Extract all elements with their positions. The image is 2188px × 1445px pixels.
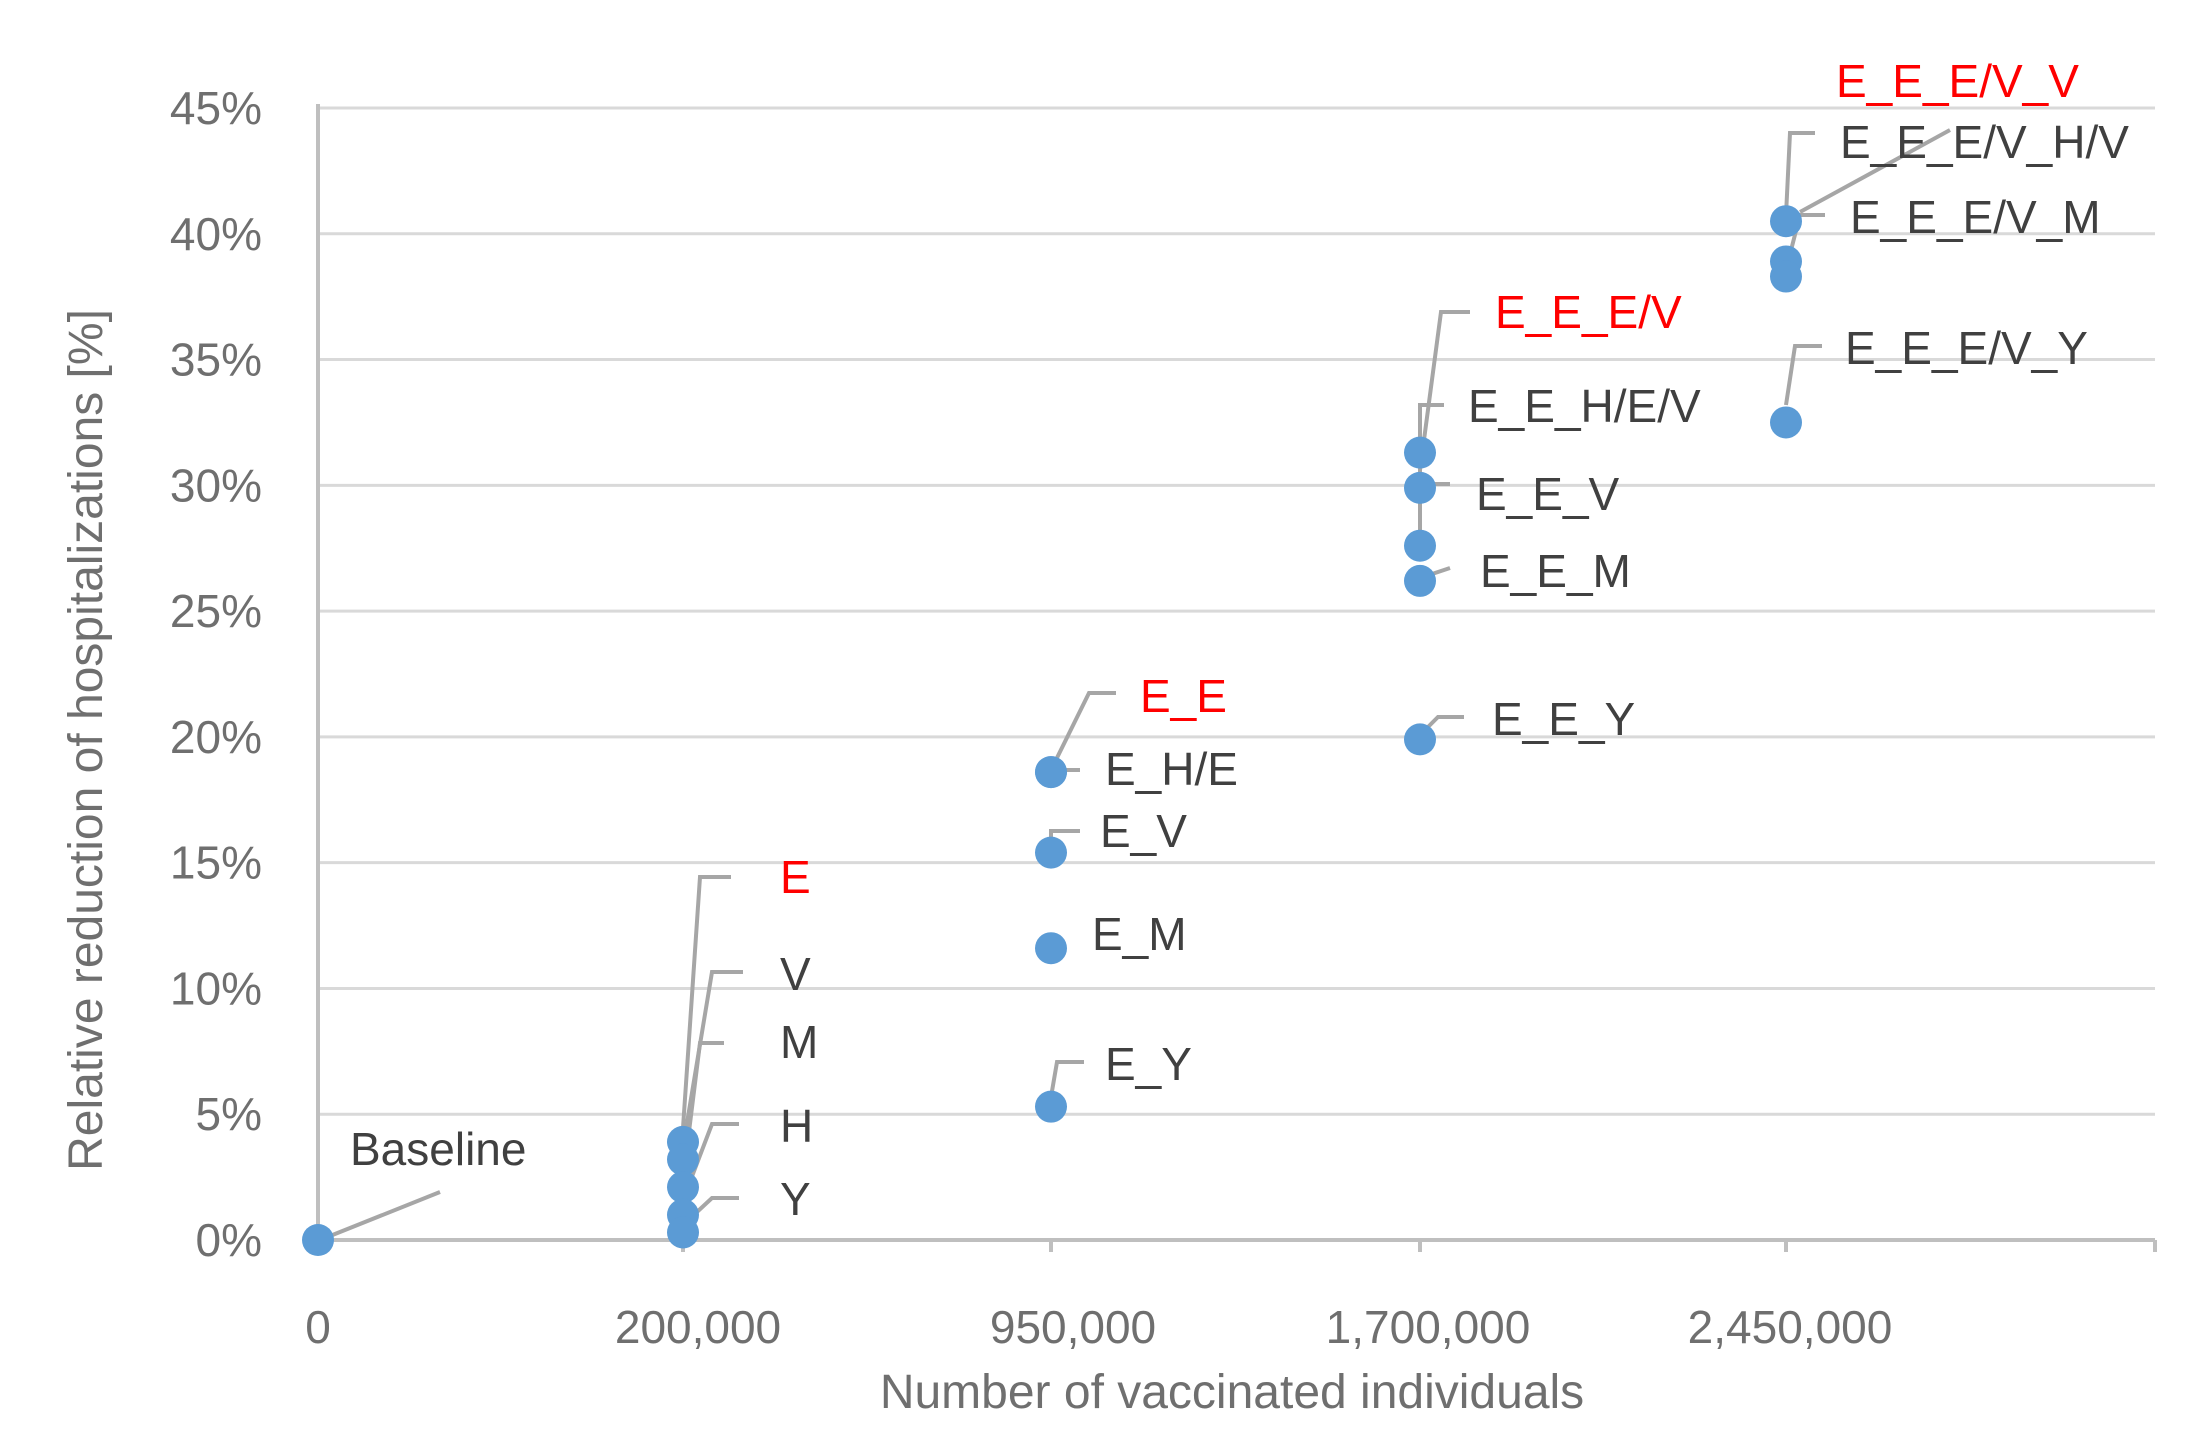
leader-line	[1418, 310, 1470, 471]
leader-line	[1049, 691, 1116, 771]
y-axis-title: Relative reduction of hospitalizations […	[60, 309, 113, 1171]
data-label: E_E_H/E/V	[1468, 380, 1701, 432]
data-point	[1404, 723, 1436, 756]
data-point	[667, 1171, 699, 1204]
y-tick-label: 15%	[170, 837, 262, 889]
data-label: M	[780, 1016, 818, 1068]
y-tick-label: 30%	[170, 459, 262, 511]
y-tick-label: 0%	[196, 1214, 262, 1266]
data-point	[1404, 529, 1436, 562]
x-tick-label: 200,000	[615, 1301, 781, 1353]
y-tick-label: 10%	[170, 962, 262, 1014]
data-label: E_V	[1100, 805, 1187, 857]
data-label: H	[780, 1100, 813, 1152]
axis-layer: 0% 5% 10% 15% 20% 25% 30% 35% 40% 45% 0 200,000 950,…	[170, 82, 2157, 1353]
data-label: Y	[780, 1173, 811, 1225]
y-tick-label: 40%	[170, 208, 262, 260]
data-point	[1035, 836, 1067, 869]
leader-line	[1049, 1060, 1084, 1098]
y-tick-label: 35%	[170, 334, 262, 386]
leader-line	[319, 1190, 441, 1242]
data-label: E_E_E/V_H/V	[1840, 116, 2129, 168]
x-tick-label: 0	[305, 1301, 331, 1353]
data-point	[1404, 436, 1436, 469]
y-tick-label: 25%	[170, 585, 262, 637]
data-label: E_E_E/V_V	[1836, 55, 2079, 107]
point-layer	[302, 205, 1802, 1256]
data-label: V	[780, 948, 811, 1000]
data-label: E_Y	[1105, 1038, 1192, 1090]
y-tick-label: 20%	[170, 711, 262, 763]
leader-line	[1784, 131, 1815, 216]
y-tick-label: 45%	[170, 82, 262, 134]
data-point	[302, 1224, 334, 1256]
data-label: E_E_E/V_M	[1850, 191, 2101, 243]
x-tick-label: 1,700,000	[1326, 1301, 1531, 1353]
y-tick-label: 5%	[196, 1088, 262, 1140]
data-label: E_E_Y	[1492, 693, 1635, 745]
data-point	[1035, 1090, 1067, 1123]
data-label: E_E_E/V_Y	[1845, 322, 2088, 374]
x-tick-label: 2,450,000	[1688, 1301, 1893, 1353]
leader-line	[1799, 128, 1951, 214]
data-point	[1035, 756, 1067, 789]
data-point	[1035, 932, 1067, 965]
leader-line	[681, 875, 731, 1129]
data-label: E_E_V	[1476, 468, 1620, 520]
data-point	[1770, 406, 1802, 439]
x-tick-label: 950,000	[990, 1301, 1156, 1353]
data-point	[1770, 260, 1802, 293]
data-point	[1770, 205, 1802, 238]
data-label: E_E	[1140, 670, 1227, 722]
data-point	[1404, 564, 1436, 597]
data-point	[1404, 471, 1436, 504]
data-label: E_E_M	[1480, 545, 1631, 597]
data-label: E	[780, 851, 811, 903]
data-label: E_M	[1092, 908, 1187, 960]
data-point	[667, 1216, 699, 1249]
data-label: E_H/E	[1105, 743, 1238, 795]
data-label: Baseline	[350, 1123, 526, 1175]
data-label: E_E_E/V	[1495, 286, 1682, 338]
data-point	[667, 1143, 699, 1176]
x-axis-title: Number of vaccinated individuals	[880, 1366, 1584, 1419]
grid-layer	[318, 106, 2155, 1116]
leader-line	[1784, 344, 1822, 406]
